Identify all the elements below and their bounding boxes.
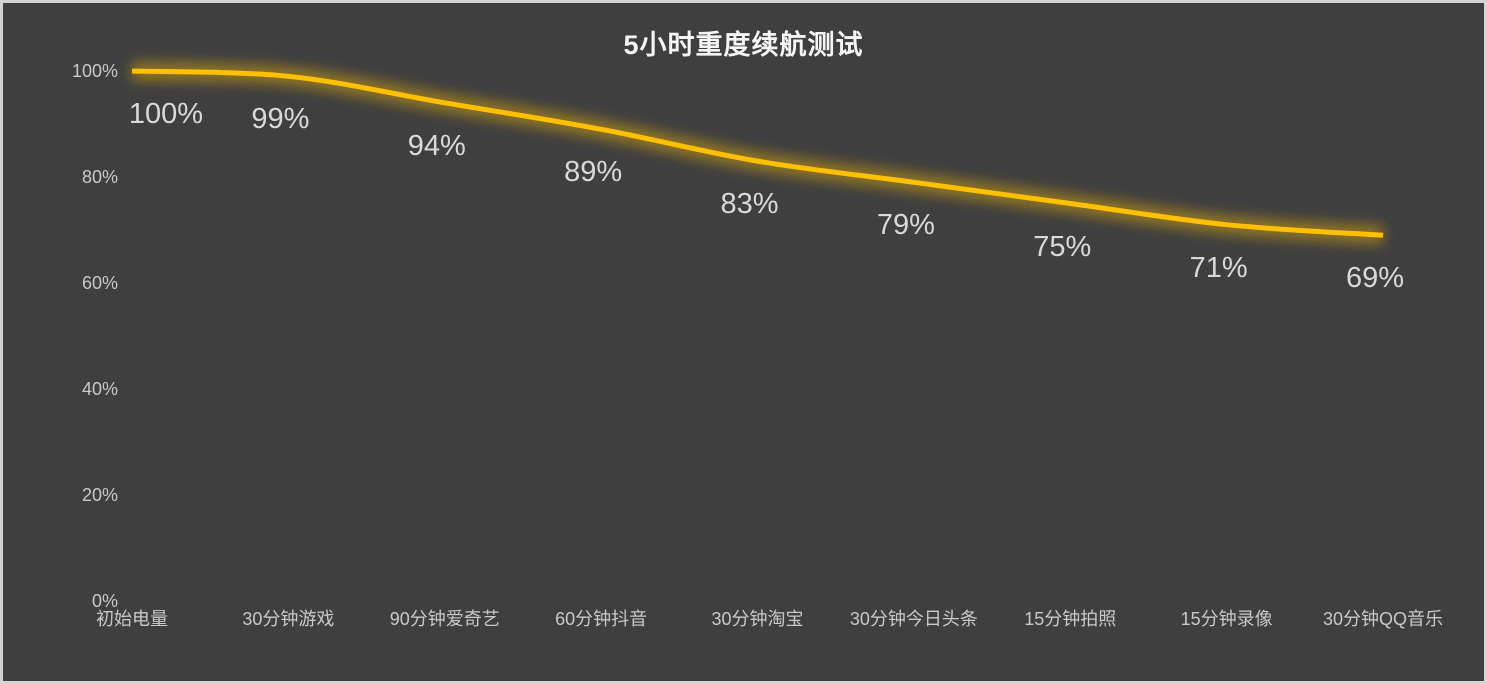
x-axis-label: 15分钟录像 [1180,609,1273,629]
chart-title: 5小时重度续航测试 [623,30,864,60]
x-axis-label: 30分钟游戏 [242,609,335,629]
y-axis-tick: 80% [81,167,118,187]
x-axis-label: 90分钟爱奇艺 [389,609,500,629]
data-label: 75% [1033,230,1092,263]
x-axis-label: 60分钟抖音 [555,609,648,629]
data-label: 100% [128,98,204,130]
x-axis-label: 30分钟QQ音乐 [1322,609,1444,629]
data-label: 69% [1345,262,1405,295]
y-axis-tick: 20% [81,485,118,505]
data-label: 89% [564,156,623,189]
data-label: 83% [720,188,779,221]
y-axis-tick: 0% [91,591,118,611]
data-label: 71% [1189,251,1248,284]
data-label: 94% [407,129,466,162]
series-line [131,68,1384,238]
x-axis-label: 30分钟淘宝 [711,609,804,629]
y-axis-tick: 100% [71,61,118,81]
x-axis-label: 初始电量 [96,609,168,629]
y-axis-tick: 60% [81,273,118,293]
y-axis-tick: 40% [81,379,118,399]
x-axis-label: 15分钟拍照 [1024,609,1117,629]
data-label: 79% [876,209,935,242]
x-axis-label: 30分钟今日头条 [849,609,978,629]
data-label: 99% [251,103,310,136]
